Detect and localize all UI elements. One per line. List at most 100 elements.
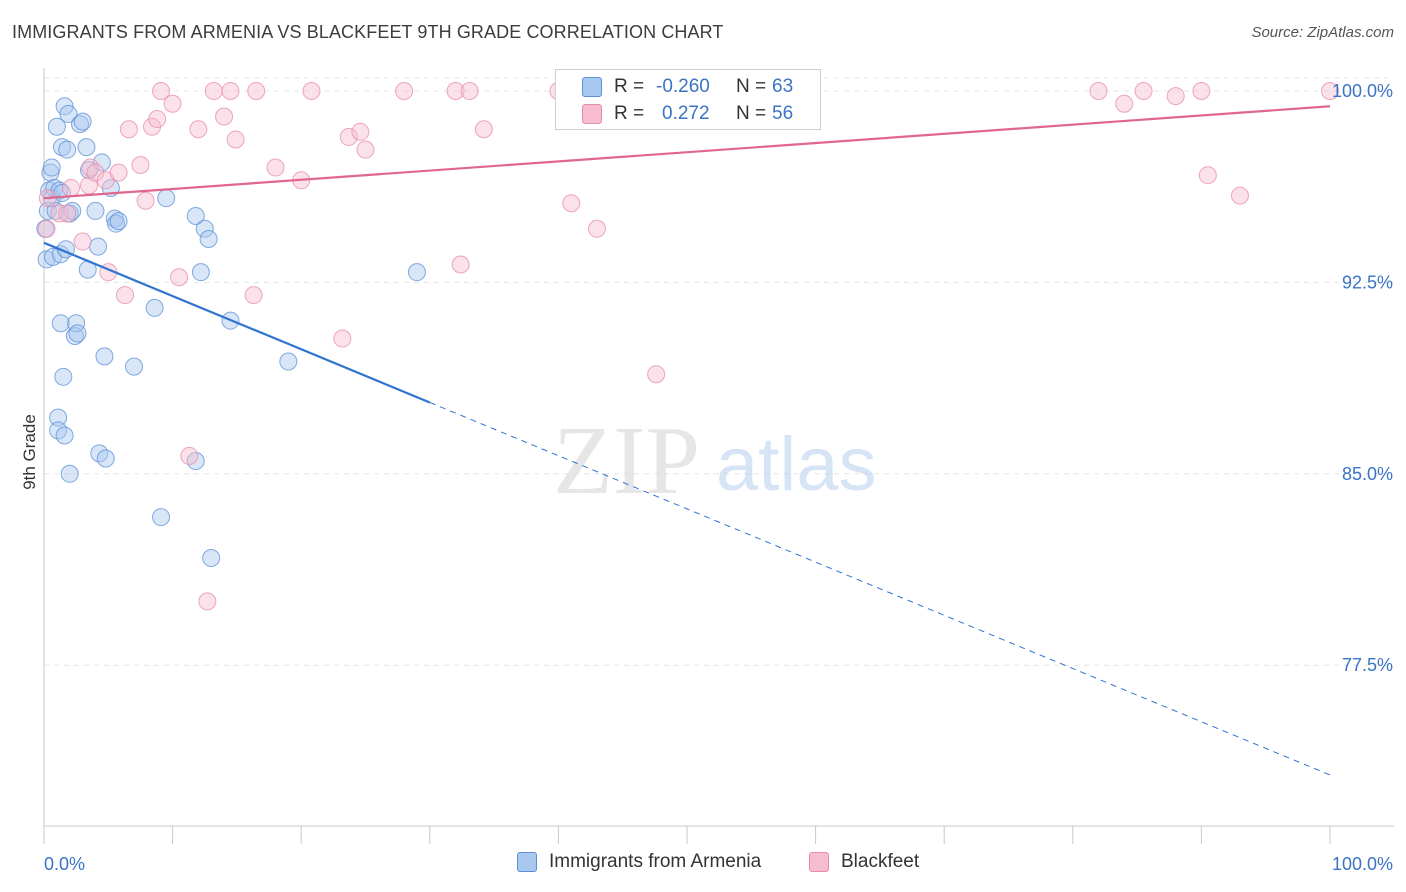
point-blackfeet <box>37 219 56 238</box>
point-blackfeet <box>244 286 263 305</box>
data-points <box>36 81 1339 611</box>
point-blackfeet <box>152 81 171 100</box>
point-blackfeet <box>163 94 182 113</box>
legend-label-blackfeet: Blackfeet <box>841 851 920 872</box>
point-armenia <box>54 367 73 386</box>
point-blackfeet <box>226 130 245 149</box>
bottom-legend: Immigrants from Armenia Blackfeet <box>0 851 1406 877</box>
point-armenia <box>202 549 221 568</box>
point-armenia <box>95 347 114 366</box>
point-blackfeet <box>562 194 581 213</box>
point-blackfeet <box>1321 81 1339 100</box>
point-blackfeet <box>333 329 352 348</box>
point-blackfeet <box>81 158 100 177</box>
point-blackfeet <box>451 255 470 274</box>
gridlines <box>44 77 1394 666</box>
point-armenia <box>186 207 205 226</box>
r-label: R = <box>614 103 645 124</box>
stats-legend: R = -0.260 N = 63 R = 0.272 N = 56 <box>555 69 821 130</box>
point-blackfeet <box>131 155 150 174</box>
point-blackfeet <box>647 365 666 384</box>
watermark: ZIP atlas <box>553 407 877 515</box>
point-armenia <box>199 229 218 248</box>
point-armenia <box>86 201 105 220</box>
point-armenia <box>59 104 78 123</box>
point-armenia <box>157 189 176 208</box>
point-armenia <box>407 263 426 282</box>
point-armenia <box>107 214 126 233</box>
point-armenia <box>65 326 84 345</box>
n-label: N = <box>736 103 767 124</box>
point-blackfeet <box>148 110 167 129</box>
point-armenia <box>125 357 144 376</box>
point-armenia <box>77 138 96 157</box>
point-blackfeet <box>119 120 138 139</box>
point-armenia <box>53 138 72 157</box>
point-blackfeet <box>446 81 465 100</box>
point-armenia <box>49 408 68 427</box>
point-blackfeet <box>62 178 81 197</box>
y-tick-label: 100.0% <box>1332 81 1393 101</box>
point-blackfeet <box>587 219 606 238</box>
point-blackfeet <box>474 120 493 139</box>
point-armenia <box>58 140 77 159</box>
point-blackfeet <box>460 81 479 100</box>
point-blackfeet <box>86 163 105 182</box>
point-blackfeet <box>1134 81 1153 100</box>
legend-label-armenia: Immigrants from Armenia <box>549 851 762 872</box>
point-armenia <box>68 324 87 343</box>
point-blackfeet <box>1089 81 1108 100</box>
point-blackfeet <box>339 127 358 146</box>
point-blackfeet <box>136 191 155 210</box>
watermark-atlas: atlas <box>716 422 877 507</box>
point-blackfeet <box>1115 94 1134 113</box>
point-blackfeet <box>356 140 375 159</box>
point-blackfeet <box>221 81 240 100</box>
point-armenia <box>96 449 115 468</box>
legend-item-armenia[interactable]: Immigrants from Armenia <box>517 851 761 873</box>
point-blackfeet <box>395 81 414 100</box>
point-blackfeet <box>1198 166 1217 185</box>
point-blackfeet <box>302 81 321 100</box>
point-armenia <box>195 219 214 238</box>
point-blackfeet <box>1166 87 1185 106</box>
point-blackfeet <box>180 446 199 465</box>
point-armenia <box>42 158 61 177</box>
stats-swatch-blue <box>582 77 602 97</box>
stats-swatch-pink <box>582 104 602 124</box>
y-tick-labels: 100.0% 92.5% 85.0% 77.5% <box>1332 81 1393 675</box>
trendline-blackfeet <box>43 105 1331 200</box>
point-armenia <box>92 153 111 172</box>
point-blackfeet <box>266 158 285 177</box>
point-armenia <box>109 212 128 231</box>
point-blackfeet <box>1192 81 1211 100</box>
point-blackfeet <box>50 204 69 223</box>
point-blackfeet <box>73 232 92 251</box>
point-armenia <box>191 263 210 282</box>
point-blackfeet <box>189 120 208 139</box>
trendline-armenia <box>43 241 431 404</box>
x-tick-label-min: 0.0% <box>44 854 85 874</box>
point-blackfeet <box>204 81 223 100</box>
point-armenia <box>89 237 108 256</box>
y-tick-label: 92.5% <box>1342 272 1393 292</box>
legend-swatch-blue <box>517 852 537 872</box>
y-tick-label: 85.0% <box>1342 464 1393 484</box>
point-blackfeet <box>170 268 189 287</box>
n-value: 63 <box>772 76 794 97</box>
watermark-zip: ZIP <box>553 407 700 515</box>
trendlines <box>43 105 1331 776</box>
point-armenia <box>60 464 79 483</box>
point-armenia <box>71 115 90 134</box>
trendline-armenia-extension <box>429 402 1331 776</box>
r-value: 0.272 <box>662 103 710 124</box>
point-armenia <box>152 508 171 527</box>
chart-title: IMMIGRANTS FROM ARMENIA VS BLACKFEET 9TH… <box>12 22 724 42</box>
x-tick-label-max: 100.0% <box>1332 854 1393 874</box>
point-blackfeet <box>1230 186 1249 205</box>
point-blackfeet <box>247 81 266 100</box>
point-armenia <box>145 298 164 317</box>
legend-item-blackfeet[interactable]: Blackfeet <box>809 851 919 873</box>
r-label: R = <box>614 76 645 97</box>
